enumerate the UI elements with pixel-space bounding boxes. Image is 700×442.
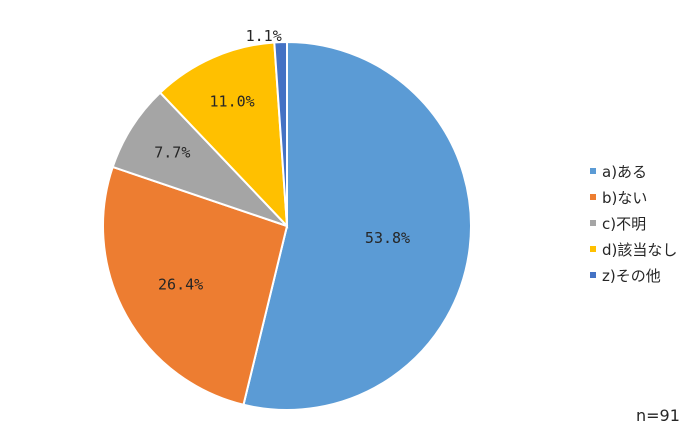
pie-slice	[158, 41, 289, 229]
legend-swatch	[590, 246, 596, 252]
pie-slice	[242, 40, 472, 411]
pie-slice	[273, 40, 288, 227]
legend-item: b)ない	[590, 184, 677, 210]
legend-label: c)不明	[602, 214, 647, 233]
legend-item: a)ある	[590, 158, 677, 184]
legend-swatch	[590, 220, 596, 226]
legend-label: a)ある	[602, 162, 648, 181]
legend: a)ある b)ない c)不明 d)該当なし z)その他	[590, 158, 677, 288]
legend-item: c)不明	[590, 210, 677, 236]
legend-swatch	[590, 194, 596, 200]
legend-item: z)その他	[590, 262, 677, 288]
legend-label: d)該当なし	[602, 240, 678, 259]
sample-size-note: n=91	[636, 406, 680, 425]
legend-label: b)ない	[602, 188, 648, 207]
pie-slice	[102, 165, 289, 406]
legend-swatch	[590, 168, 596, 174]
slice-data-label: 26.4%	[158, 276, 203, 294]
slice-data-label: 53.8%	[365, 229, 410, 247]
legend-swatch	[590, 272, 596, 278]
slice-data-label: 7.7%	[154, 144, 190, 162]
slice-data-label: 1.1%	[246, 27, 282, 45]
pie-slices	[102, 40, 472, 411]
slice-data-label: 11.0%	[210, 92, 255, 110]
legend-item: d)該当なし	[590, 236, 677, 262]
legend-label: z)その他	[602, 266, 661, 285]
pie-data-labels: 53.8% 26.4% 7.7% 11.0% 1.1%	[154, 27, 410, 293]
